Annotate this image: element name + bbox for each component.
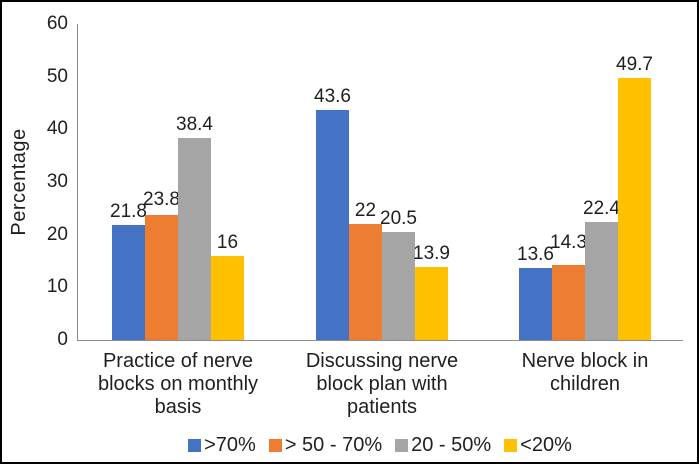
y-tick-label: 20 bbox=[46, 223, 68, 245]
bar bbox=[316, 110, 349, 340]
bar-cell: 13.9 bbox=[413, 242, 450, 340]
bar bbox=[178, 137, 211, 340]
bar bbox=[585, 222, 618, 340]
y-tick-label: 50 bbox=[46, 65, 68, 87]
legend-swatch-icon bbox=[268, 438, 282, 452]
bar-cell: 22.4 bbox=[583, 198, 620, 340]
bar-value-label: 21.8 bbox=[110, 201, 147, 223]
bar-cell: 14.3 bbox=[550, 232, 587, 340]
bar-value-label: 23.8 bbox=[143, 189, 180, 211]
legend-item: 20 - 50% bbox=[395, 434, 491, 456]
y-tick-label: 30 bbox=[46, 171, 68, 192]
y-tick-label: 60 bbox=[46, 13, 68, 34]
bar-value-label: 16 bbox=[216, 231, 239, 253]
bar-value-label: 22 bbox=[354, 200, 377, 222]
legend-item: > 50 - 70% bbox=[268, 434, 383, 456]
bar bbox=[519, 268, 552, 340]
legend-label: 20 - 50% bbox=[411, 434, 492, 456]
bar-cell: 38.4 bbox=[176, 113, 213, 340]
y-tick-label: 0 bbox=[57, 329, 68, 350]
x-axis-line bbox=[77, 340, 683, 341]
bar-value-label: 22.4 bbox=[583, 198, 620, 219]
legend: >70% > 50 - 70% 20 - 50% <20% bbox=[77, 434, 683, 456]
category-label: Practice of nerve blocks on monthly basi… bbox=[97, 350, 259, 418]
bar-cell: 49.7 bbox=[616, 54, 653, 340]
bar-group: 43.6 22 20.5 13.9 bbox=[314, 24, 450, 340]
bar bbox=[415, 266, 448, 340]
bar-cell: 43.6 bbox=[314, 86, 351, 340]
bar bbox=[382, 232, 415, 340]
legend-swatch-icon bbox=[188, 438, 202, 452]
bar bbox=[618, 78, 651, 340]
bar-value-label: 43.6 bbox=[314, 86, 351, 108]
bar-value-label: 49.7 bbox=[616, 54, 653, 76]
bar-cell: 22 bbox=[349, 201, 382, 340]
category-label: Discussing nerve block plan with patient… bbox=[305, 350, 459, 418]
bar-cell: 20.5 bbox=[380, 208, 417, 340]
bar bbox=[349, 224, 382, 340]
bar-group: 13.6 14.3 22.4 49.7 bbox=[517, 24, 653, 340]
bar-cell: 16 bbox=[211, 231, 244, 340]
legend-label: > 50 - 70% bbox=[284, 434, 383, 456]
bar-cell: 23.8 bbox=[143, 189, 180, 340]
legend-swatch-icon bbox=[504, 438, 518, 452]
bar-value-label: 20.5 bbox=[380, 208, 417, 229]
bar-cell: 21.8 bbox=[110, 201, 147, 340]
legend-item: <20% bbox=[504, 434, 572, 456]
category-label: Nerve block in children bbox=[521, 350, 649, 395]
bar-value-label: 13.9 bbox=[413, 242, 450, 264]
bar-group: 21.8 23.8 38.4 16 bbox=[110, 24, 244, 340]
bar-value-label: 14.3 bbox=[550, 232, 587, 254]
bar bbox=[112, 225, 145, 340]
y-axis-line bbox=[77, 24, 78, 341]
bar bbox=[211, 255, 244, 340]
legend-swatch-icon bbox=[395, 438, 409, 452]
legend-item: >70% bbox=[188, 434, 256, 456]
bar-cell: 13.6 bbox=[517, 244, 554, 340]
bar-value-label: 38.4 bbox=[176, 113, 213, 135]
y-tick-label: 10 bbox=[46, 276, 68, 298]
bar bbox=[145, 214, 178, 340]
legend-label: <20% bbox=[520, 434, 572, 456]
bar bbox=[552, 264, 585, 340]
y-tick-label: 40 bbox=[46, 118, 68, 140]
bar-value-label: 13.6 bbox=[517, 244, 554, 266]
legend-label: >70% bbox=[204, 434, 256, 456]
